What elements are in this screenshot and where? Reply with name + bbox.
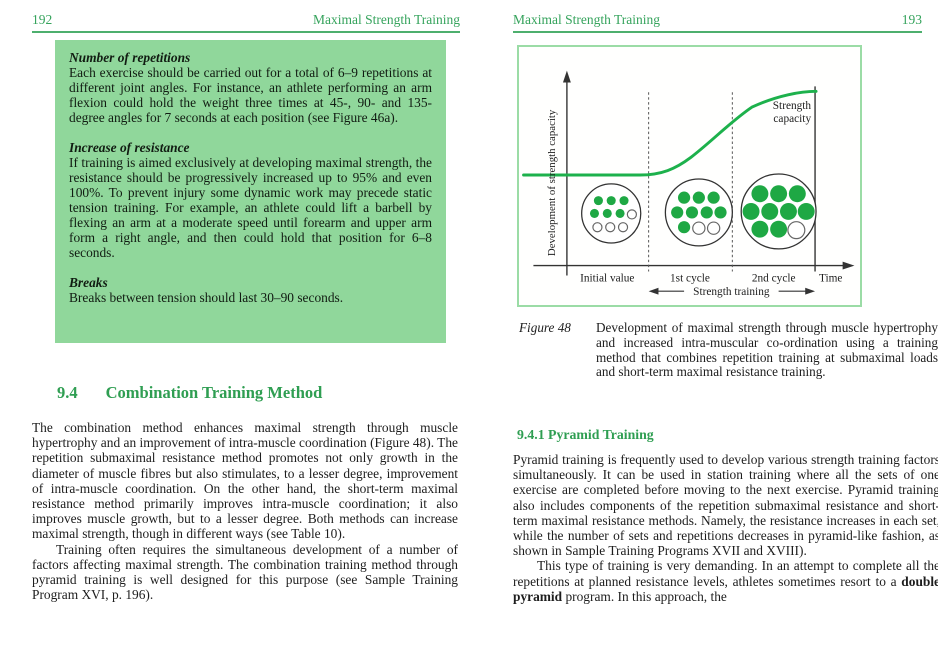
- fibre-cluster: [740, 173, 817, 250]
- strength-development-chart: Development of strength capacity Strengt…: [522, 70, 855, 298]
- section-9-4-body: The combination method enhances maximal …: [32, 420, 458, 602]
- subsection-9-4-1-body: Pyramid training is frequently used to d…: [513, 452, 938, 604]
- subsection-heading-9-4-1: 9.4.1 Pyramid Training: [517, 427, 654, 442]
- fibre-cluster: [664, 178, 733, 247]
- fibre-cluster: [581, 183, 642, 244]
- span-label-strength-training: Strength training: [693, 286, 770, 298]
- strength-capacity-curve: [522, 89, 818, 177]
- section-title: Combination Training Method: [105, 383, 323, 402]
- figure-caption: Figure 48 Development of maximal strengt…: [519, 320, 938, 380]
- paragraph: The combination method enhances maximal …: [32, 420, 458, 542]
- y-axis-label: Development of strength capacity: [546, 109, 558, 256]
- right-page-number: 193: [901, 12, 922, 27]
- paragraph-text: This type of training is very demanding.…: [513, 558, 938, 589]
- callout-body: If training is aimed exclusively at deve…: [69, 155, 432, 260]
- figure-label: Figure 48: [519, 320, 571, 335]
- curve-label-line2: capacity: [773, 113, 811, 125]
- paragraph: Pyramid training is frequently used to d…: [513, 452, 938, 559]
- span-arrow-left-head-icon: [648, 287, 659, 295]
- y-axis-arrow-icon: [562, 70, 571, 83]
- section-heading-9-4: 9.4 Combination Training Method: [57, 383, 457, 403]
- callout-heading: Breaks: [69, 275, 108, 290]
- callout-section-resistance: Increase of resistance If training is ai…: [69, 140, 432, 260]
- paragraph: Training often requires the simultaneous…: [32, 541, 458, 603]
- paragraph-text: program. In this approach, the: [562, 588, 727, 604]
- callout-section-repetitions: Number of repetitions Each exercise shou…: [69, 50, 432, 125]
- left-running-title: Maximal Strength Training: [312, 12, 460, 27]
- callout-heading: Number of repetitions: [69, 50, 191, 65]
- callout-body: Breaks between tension should last 30–90…: [69, 290, 344, 305]
- right-running-title: Maximal Strength Training: [513, 12, 661, 27]
- figure-48: Development of strength capacity Strengt…: [517, 45, 862, 307]
- callout-section-breaks: Breaks Breaks between tension should las…: [69, 275, 432, 305]
- zone-label-1st-cycle: 1st cycle: [670, 272, 710, 284]
- figure-caption-text: Development of maximal strength through …: [596, 320, 938, 380]
- curve-label-line1: Strength: [773, 100, 812, 112]
- paragraph: This type of training is very demanding.…: [513, 558, 938, 604]
- bold-term: double pyramid: [513, 573, 938, 604]
- callout-box: Number of repetitions Each exercise shou…: [55, 40, 446, 343]
- span-arrow-right-head-icon: [805, 287, 816, 295]
- right-page-header: Maximal Strength Training 193: [513, 12, 922, 33]
- callout-body: Each exercise should be carried out for …: [69, 65, 432, 125]
- zone-label-2nd-cycle: 2nd cycle: [752, 272, 796, 284]
- x-axis-arrow-icon: [842, 261, 855, 270]
- left-page-number: 192: [32, 12, 53, 27]
- x-axis-label-time: Time: [819, 272, 842, 284]
- zone-label-initial-value: Initial value: [580, 272, 634, 284]
- section-number: 9.4: [57, 383, 78, 402]
- callout-heading: Increase of resistance: [69, 140, 190, 155]
- left-page-header: 192 Maximal Strength Training: [32, 12, 460, 33]
